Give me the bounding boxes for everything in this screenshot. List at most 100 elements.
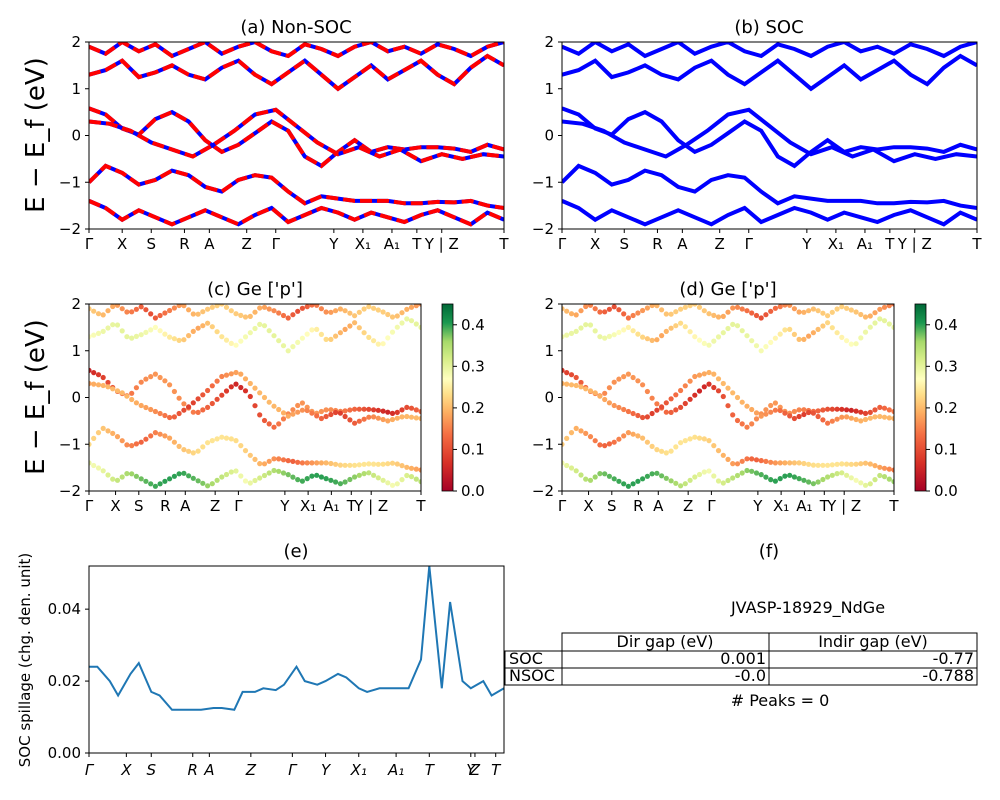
projection-dot bbox=[233, 468, 239, 474]
projection-dot bbox=[844, 461, 850, 467]
projection-dot bbox=[739, 470, 745, 476]
projection-dot bbox=[214, 396, 220, 402]
projection-dot bbox=[583, 386, 589, 392]
projection-dot bbox=[829, 472, 835, 478]
x-tick-label: Γ bbox=[234, 497, 243, 515]
projection-dot bbox=[190, 450, 196, 456]
projection-dot bbox=[276, 421, 282, 427]
projection-dot bbox=[829, 462, 835, 468]
projection-dot bbox=[625, 315, 632, 321]
projection-dot bbox=[337, 481, 343, 487]
projection-dot bbox=[394, 461, 400, 467]
projection-dot bbox=[663, 409, 669, 415]
projection-dot bbox=[787, 413, 793, 419]
projection-dot bbox=[777, 476, 783, 482]
projection-dot bbox=[810, 462, 817, 468]
projection-dot bbox=[886, 415, 892, 421]
projection-dot bbox=[730, 305, 736, 311]
projection-dot bbox=[820, 462, 826, 468]
projection-dot bbox=[143, 478, 149, 484]
projection-dot bbox=[886, 321, 892, 327]
projection-dot bbox=[891, 324, 894, 330]
projection-dot bbox=[649, 304, 655, 309]
projection-dot bbox=[872, 320, 878, 326]
projection-dot bbox=[223, 435, 230, 441]
projection-dot bbox=[299, 460, 305, 466]
projection-dot bbox=[119, 438, 125, 444]
projection-dot bbox=[157, 374, 163, 381]
projection-dot bbox=[352, 313, 358, 319]
projection-dot bbox=[663, 328, 669, 334]
panel-c-colorbar-ticks: 0.0 0.1 0.2 0.3 0.4 bbox=[453, 316, 485, 500]
projection-dot bbox=[119, 474, 125, 480]
projection-dot bbox=[219, 474, 225, 480]
projection-dot bbox=[238, 443, 244, 449]
projection-dot bbox=[371, 338, 377, 344]
projection-dot bbox=[801, 460, 807, 467]
projection-dot bbox=[110, 322, 116, 328]
projection-dot bbox=[768, 339, 774, 345]
projection-dot bbox=[891, 408, 894, 415]
projection-dot bbox=[853, 477, 859, 483]
projection-dot bbox=[692, 373, 698, 380]
projection-dot bbox=[701, 384, 707, 390]
projection-dot bbox=[95, 382, 102, 388]
projection-dot bbox=[257, 475, 263, 481]
table-value: -0.788 bbox=[922, 666, 974, 685]
projection-dot bbox=[663, 311, 669, 317]
projection-dot bbox=[753, 312, 760, 319]
projection-dot bbox=[853, 341, 859, 347]
projection-dot bbox=[592, 328, 598, 334]
projection-dot bbox=[625, 483, 632, 489]
projection-dot bbox=[583, 476, 589, 482]
x-tick-label: Y bbox=[752, 497, 763, 515]
projection-dot bbox=[715, 448, 722, 454]
projection-dot bbox=[299, 305, 305, 311]
projection-dot bbox=[100, 382, 106, 389]
projection-dot bbox=[644, 473, 651, 479]
band-line-dashed bbox=[89, 163, 504, 210]
projection-dot bbox=[299, 478, 305, 484]
projection-dot bbox=[323, 460, 329, 466]
projection-dot bbox=[853, 408, 859, 414]
projection-dot bbox=[768, 477, 774, 483]
projection-dot bbox=[190, 475, 196, 481]
projection-dot bbox=[834, 471, 840, 477]
projection-dot bbox=[328, 336, 334, 342]
colorbar-tick-label: 0.3 bbox=[461, 357, 485, 375]
projection-dot bbox=[299, 400, 305, 406]
projection-dot bbox=[787, 326, 793, 332]
panel-b-title: (b) SOC bbox=[734, 17, 803, 38]
projection-dot bbox=[616, 478, 622, 484]
projection-dot bbox=[271, 456, 277, 462]
projection-dot bbox=[678, 483, 684, 489]
projection-dot bbox=[89, 460, 92, 466]
projection-dot bbox=[171, 388, 177, 395]
projection-dot bbox=[791, 306, 798, 312]
projection-dot bbox=[157, 328, 163, 334]
projection-dot bbox=[858, 418, 864, 424]
projection-dot bbox=[205, 404, 211, 410]
projection-dot bbox=[682, 383, 688, 389]
projection-dot bbox=[228, 469, 234, 475]
projection-dot bbox=[181, 470, 187, 476]
projection-dot bbox=[772, 400, 779, 406]
projection-dot bbox=[573, 312, 579, 318]
projection-dot bbox=[285, 315, 291, 321]
projection-dot bbox=[796, 309, 802, 315]
projection-dot bbox=[129, 390, 135, 396]
projection-dot bbox=[753, 410, 760, 416]
projection-dot bbox=[720, 480, 726, 486]
projection-dot bbox=[777, 304, 783, 310]
projection-dot bbox=[181, 401, 187, 407]
projection-dot bbox=[796, 460, 802, 466]
projection-dot bbox=[753, 416, 760, 422]
projection-dot bbox=[124, 471, 130, 477]
projection-dot bbox=[271, 333, 277, 339]
projection-dot bbox=[280, 470, 287, 476]
projection-dot bbox=[820, 476, 826, 483]
projection-dot bbox=[825, 420, 831, 426]
panel-c-yticks: −2 −1 0 1 2 bbox=[59, 295, 89, 500]
projection-dot bbox=[872, 477, 878, 483]
projection-dot bbox=[380, 461, 386, 467]
